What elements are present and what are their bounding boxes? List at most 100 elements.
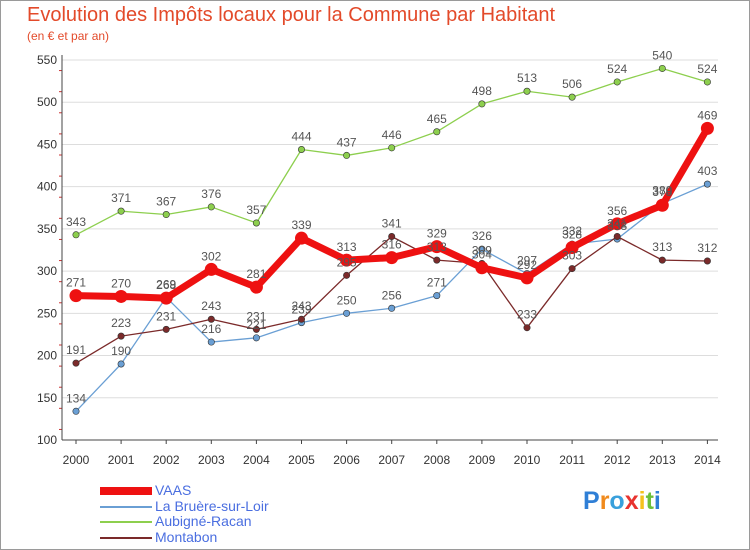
y-tick-label: 200 [37,349,57,363]
data-label: 268 [156,278,176,292]
data-label: 190 [111,344,131,358]
chart-title: Evolution des Impôts locaux pour la Comm… [27,4,556,26]
x-tick-label: 2004 [243,453,270,467]
data-label: 243 [201,299,221,313]
data-point [159,291,173,305]
data-label: 231 [246,309,266,323]
data-point [343,271,351,279]
data-point [72,231,80,239]
data-label: 498 [472,84,492,98]
data-point [520,271,534,285]
data-point [388,232,396,240]
y-tick-label: 450 [37,137,57,151]
data-label: 309 [472,244,492,258]
data-point [700,121,714,135]
x-tick-label: 2010 [514,453,541,467]
data-point [565,240,579,254]
data-label: 302 [201,249,221,263]
data-point [388,304,396,312]
data-label: 191 [66,343,86,357]
legend-label: Montabon [155,528,218,545]
data-label: 134 [66,391,86,405]
legend-item: La Bruère-sur-Loir [100,498,400,515]
y-tick-label: 150 [37,391,57,405]
data-point [613,232,621,240]
data-label: 297 [517,254,537,268]
data-point [703,180,711,188]
data-label: 292 [517,258,537,272]
data-point [207,315,215,323]
data-label: 524 [697,62,717,76]
data-point [249,280,263,294]
data-label: 243 [291,299,311,313]
data-point [613,78,621,86]
data-label: 341 [607,216,627,230]
data-label: 221 [246,318,266,332]
data-point [207,203,215,211]
x-tick-label: 2014 [694,453,721,467]
y-tick-label: 400 [37,180,57,194]
data-label: 376 [201,187,221,201]
data-label: 341 [382,216,402,230]
data-label: 231 [156,309,176,323]
data-label: 371 [111,191,131,205]
data-point [568,265,576,273]
data-label: 223 [111,316,131,330]
y-tick-label: 500 [37,95,57,109]
data-label: 332 [562,224,582,238]
data-label: 271 [66,276,86,290]
data-label: 326 [472,229,492,243]
legend-swatch [100,521,152,523]
data-label: 446 [382,128,402,142]
data-point [72,407,80,415]
data-point [252,334,260,342]
data-label: 403 [697,164,717,178]
legend-label: VAAS [155,482,192,498]
logo-letter: r [599,487,610,515]
legend-swatch [100,536,152,539]
x-tick-label: 2012 [604,453,631,467]
logo-letter: i [638,487,646,515]
data-point [343,309,351,317]
data-label: 328 [562,227,582,241]
data-point [207,338,215,346]
data-point [114,289,128,303]
y-tick-label: 550 [37,53,57,67]
y-tick-label: 100 [37,433,57,447]
data-point [343,151,351,159]
data-point [430,240,444,254]
proxiti-logo: Proxiti [583,487,661,516]
data-label: 378 [652,185,672,199]
data-label: 303 [562,249,582,263]
data-label: 465 [427,112,447,126]
data-point [610,217,624,231]
data-label: 357 [246,203,266,217]
data-label: 338 [607,219,627,233]
x-tick-label: 2007 [378,453,405,467]
data-label: 312 [697,241,717,255]
legend-swatch [100,487,152,495]
data-point [568,93,576,101]
data-point [388,144,396,152]
data-label: 329 [427,227,447,241]
legend-item: VAAS [100,482,400,499]
data-point [385,251,399,265]
data-label: 250 [337,293,357,307]
data-point [478,245,486,253]
data-point [297,146,305,154]
data-point [297,315,305,323]
data-label: 524 [607,62,627,76]
data-label: 540 [652,48,672,62]
data-label: 343 [66,215,86,229]
y-tick-label: 300 [37,264,57,278]
logo-letter: i [653,487,661,515]
x-tick-label: 2006 [333,453,360,467]
logo-letter: t [645,487,654,515]
data-label: 304 [472,248,492,262]
data-point [204,262,218,276]
y-tick-label: 350 [37,222,57,236]
legend-item: Aubigné-Racan [100,513,400,530]
data-point [433,128,441,136]
data-label: 513 [517,71,537,85]
